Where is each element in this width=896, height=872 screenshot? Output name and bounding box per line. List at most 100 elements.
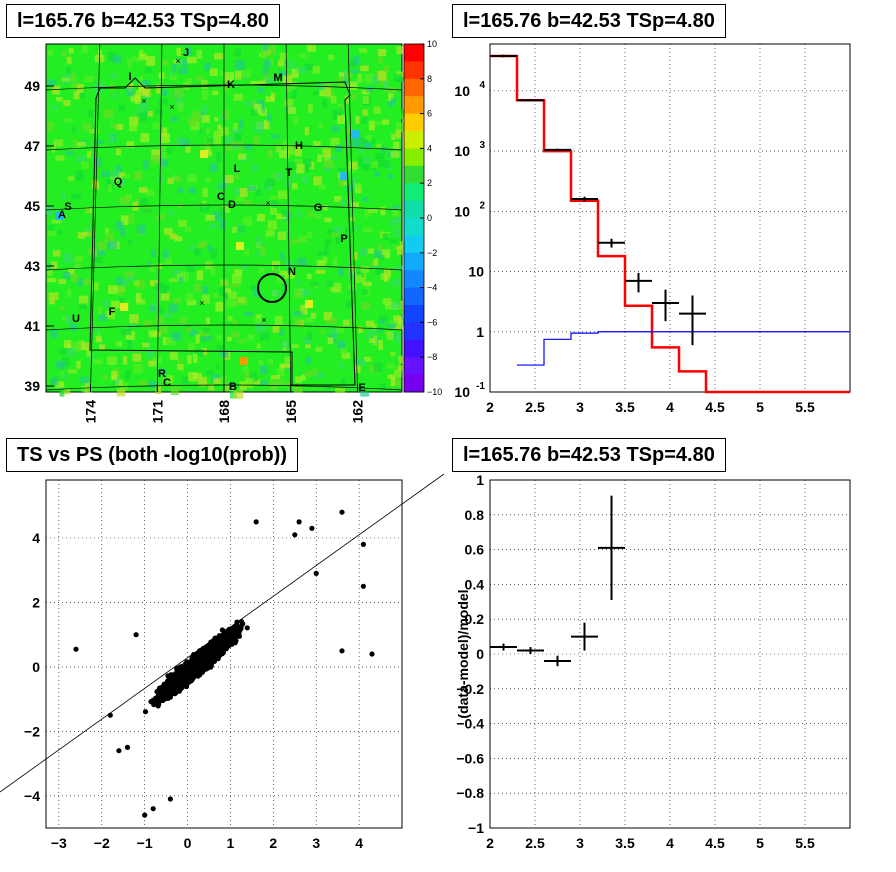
map-pixel [330,137,340,147]
map-pixel [205,317,210,325]
map-pixel [139,187,148,193]
map-pixel [177,220,187,227]
map-pixel [196,336,207,342]
map-pixel [270,134,280,139]
map-pixel [257,121,265,129]
map-y-tick-label: 49 [24,78,40,94]
map-pixel [307,331,312,340]
map-pixel [148,348,153,359]
map-pixel [258,267,265,274]
map-pixel [276,213,287,220]
map-pixel [121,279,128,288]
map-pixel [163,250,169,259]
map-pixel [103,109,114,118]
map-pixel [335,236,341,244]
map-region-letter: U [72,313,80,325]
spectrum-x-tick-label: 3.5 [615,399,635,415]
map-pixel [388,87,397,94]
map-pixel [228,291,237,300]
map-pixel [194,248,202,256]
map-pixel [163,227,173,235]
map-pixel [139,76,144,82]
map-pixel [293,158,303,167]
map-pixel [51,145,56,153]
map-pixel [220,219,227,230]
map-pixel [140,133,150,143]
map-pixel [306,44,312,51]
map-pixel [277,231,286,241]
map-pixel [368,208,378,213]
map-pixel [393,369,402,378]
map-pixel [260,365,268,375]
map-pixel [362,96,369,104]
map-pixel [78,303,88,309]
spectrum-x-tick-label: 2 [486,399,494,415]
map-pixel [71,126,77,133]
colorbar-segment [404,339,424,358]
map-pixel [219,207,225,217]
map-pixel [87,109,94,118]
map-pixel [282,285,287,295]
map-pixel [304,336,312,345]
map-pixel [199,128,206,134]
map-pixel [279,270,288,276]
map-pixel [359,48,368,53]
map-region-letter: N [288,266,296,278]
map-pixel [328,54,335,60]
map-pixel [365,142,372,150]
map-pixel [253,135,260,146]
map-pixel [143,320,153,328]
map-pixel [256,314,262,319]
map-pixel [296,210,302,219]
map-pixel [345,227,352,234]
spectrum-y-tick-label: 10 [454,83,470,99]
map-source-marker: × [175,56,180,66]
map-pixel [118,172,126,177]
map-pixel [210,248,217,259]
map-pixel [185,145,191,153]
map-pixel [148,381,158,388]
source-circle [257,273,287,303]
map-pixel [364,356,372,362]
map-pixel [201,90,209,101]
colorbar-segment [404,200,424,219]
map-pixel [285,85,295,92]
map-pixel [338,199,345,205]
map-x-tick-label: 162 [350,400,366,424]
map-pixel [313,141,321,147]
map-pixel [217,124,222,130]
map-pixel [281,363,291,369]
map-source-marker: × [141,96,146,106]
map-pixel [133,280,140,287]
map-pixel [377,56,383,63]
colorbar-segment [404,183,424,202]
map-pixel [338,268,344,276]
map-pixel [291,89,297,99]
map-pixel [68,47,74,54]
map-pixel [284,356,292,367]
map-pixel [234,132,242,142]
colorbar-segment [404,78,424,97]
map-pixel [374,171,380,177]
map-pixel [205,370,214,375]
map-pixel [324,217,332,223]
map-pixel [301,374,306,381]
map-pixel [392,207,400,217]
map-pixel [152,122,160,129]
map-pixel [325,239,331,245]
map-pixel [81,161,89,169]
map-pixel [345,300,351,308]
map-pixel [98,49,103,58]
map-pixel [358,156,363,167]
map-pixel [133,363,144,374]
map-pixel [330,155,338,161]
map-pixel [142,343,150,348]
map-pixel [268,359,273,365]
map-pixel [115,379,123,386]
colorbar-tick-label: 10 [427,39,437,49]
map-pixel [288,60,295,69]
map-pixel [311,312,317,319]
map-pixel [136,224,146,235]
